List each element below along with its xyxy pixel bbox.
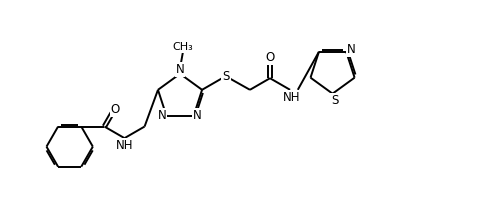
Text: NH: NH <box>116 139 133 152</box>
Text: NH: NH <box>282 91 300 104</box>
Text: CH₃: CH₃ <box>172 42 193 52</box>
Text: N: N <box>193 109 201 122</box>
Text: N: N <box>176 63 184 76</box>
Text: O: O <box>111 103 120 116</box>
Text: S: S <box>222 70 230 83</box>
Text: S: S <box>331 94 339 107</box>
Text: N: N <box>347 43 356 56</box>
Text: N: N <box>157 109 166 122</box>
Text: O: O <box>265 51 274 64</box>
